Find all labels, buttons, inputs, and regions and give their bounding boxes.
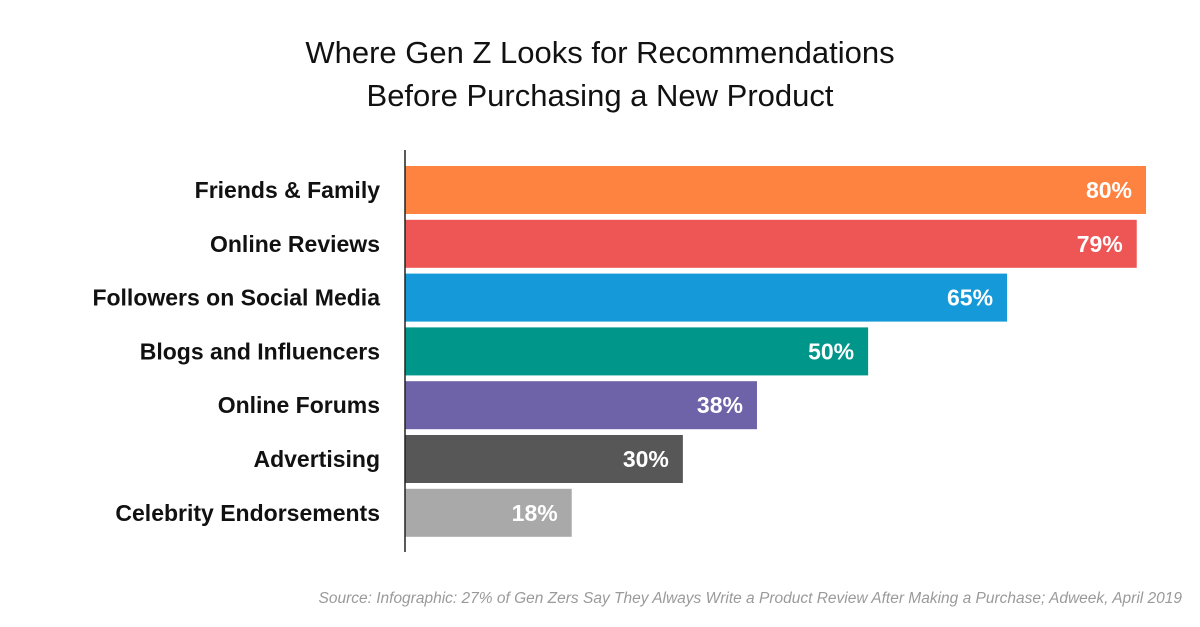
value-label: 80% (1086, 177, 1132, 203)
category-label: Advertising (253, 446, 380, 472)
category-label: Blogs and Influencers (140, 338, 380, 364)
value-label: 18% (512, 500, 558, 526)
bar-online-reviews (405, 219, 1137, 268)
category-label: Followers on Social Media (92, 285, 380, 311)
bar-followers-on-social-media (405, 273, 1008, 322)
bar-online-forums (405, 381, 757, 430)
bar-blogs-and-influencers (405, 327, 869, 376)
category-label: Online Reviews (210, 231, 380, 257)
value-label: 79% (1077, 231, 1123, 257)
value-label: 38% (697, 392, 743, 418)
category-label: Celebrity Endorsements (115, 500, 380, 526)
bar-advertising (405, 435, 683, 483)
value-label: 50% (808, 338, 854, 364)
chart-title-line-2: Before Purchasing a New Product (366, 78, 834, 113)
chart-title-line-1: Where Gen Z Looks for Recommendations (305, 35, 895, 70)
category-label: Friends & Family (195, 177, 381, 203)
value-label: 65% (947, 285, 993, 311)
category-label: Online Forums (218, 392, 380, 418)
bar-celebrity-endorsements (405, 488, 572, 537)
value-label: 30% (623, 446, 669, 472)
source-note: Source: Infographic: 27% of Gen Zers Say… (318, 590, 1182, 607)
bar-friends-family (405, 166, 1146, 214)
